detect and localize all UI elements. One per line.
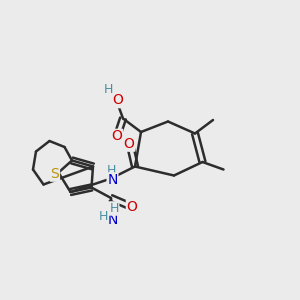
Text: H: H bbox=[106, 164, 116, 178]
Text: H: H bbox=[104, 83, 114, 96]
Text: N: N bbox=[108, 214, 118, 227]
Text: O: O bbox=[127, 200, 137, 214]
Text: O: O bbox=[112, 94, 123, 107]
Text: O: O bbox=[112, 130, 122, 143]
Text: H: H bbox=[109, 202, 119, 215]
Text: S: S bbox=[50, 167, 59, 181]
Text: H: H bbox=[99, 209, 108, 223]
Text: O: O bbox=[124, 137, 134, 151]
Text: N: N bbox=[107, 173, 118, 187]
